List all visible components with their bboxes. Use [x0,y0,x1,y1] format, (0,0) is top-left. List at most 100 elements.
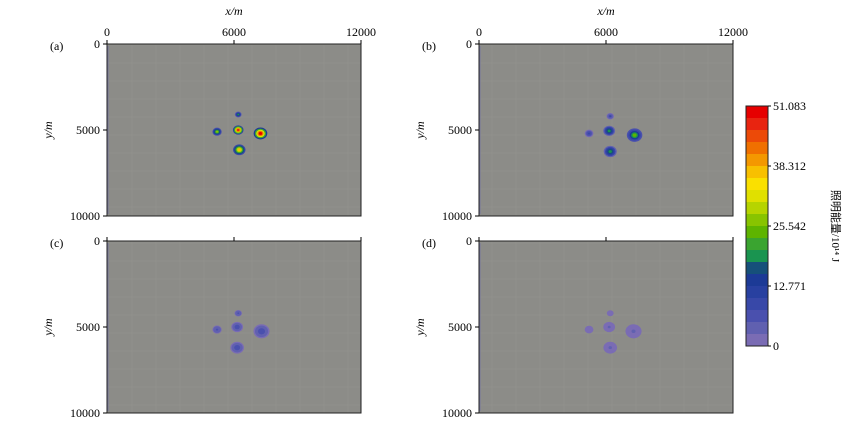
y-tick-label: 5000 [448,320,472,334]
energy-spot-ring [631,329,636,334]
panel-label: (a) [50,39,63,53]
panel-d: 0 5000 10000 (d) y/m [413,234,734,420]
x-tick-label: 12000 [346,25,376,39]
energy-spot-ring [609,312,612,314]
energy-spot-ring [235,346,239,350]
colorbar-tick-label: 25.542 [773,219,806,233]
panel-b: 0 6000 12000 0 5000 10000 (b) y/m x/m [413,4,748,223]
energy-spot-ring [587,328,591,331]
energy-spot-ring [259,329,264,334]
energy-spot-ring [237,312,240,315]
colorbar-segment [746,226,768,239]
colorbar-segment [746,154,768,167]
energy-spot [603,321,616,333]
x-tick-label: 12000 [718,25,748,39]
colorbar-segment [746,238,768,251]
panel-label: (c) [50,236,63,250]
y-tick-label: 0 [94,234,100,248]
colorbar-tick-label: 38.312 [773,159,806,173]
colorbar-segment [746,250,768,263]
energy-spot [234,111,242,118]
energy-spot-ring [632,133,637,137]
energy-spot [626,128,643,142]
y-tick-label: 5000 [76,320,100,334]
energy-spot [603,341,618,354]
colorbar-segment [746,310,768,323]
energy-spot-ring [236,128,240,132]
y-tick-label: 10000 [442,209,472,223]
x-tick-label: 6000 [222,25,246,39]
energy-spot [584,325,594,334]
colorbar-segment [746,274,768,287]
energy-spot-ring [587,132,591,135]
panel-label: (b) [422,39,436,53]
colorbar: 51.083 38.312 25.542 12.771 0 照明能量/10¹⁴ J [745,99,843,353]
y-axis-title: y/m [413,318,427,337]
colorbar-segment [746,262,768,275]
y-tick-label: 5000 [448,123,472,137]
energy-spot-ring [258,131,263,135]
y-axis-title: y/m [41,318,55,337]
y-tick-label: 0 [466,234,472,248]
energy-spot [212,127,222,136]
energy-spot [606,310,614,317]
energy-spot-ring [235,325,239,329]
colorbar-segment [746,286,768,299]
energy-spot-ring [215,328,219,331]
colorbar-segment [746,106,768,119]
y-tick-label: 5000 [76,123,100,137]
colorbar-segment [746,118,768,131]
panel-a: 0 6000 12000 0 5000 10000 (a) y/m x/m [41,4,376,223]
colorbar-segment [746,322,768,335]
y-tick-label: 10000 [442,406,472,420]
colorbar-title: 照明能量/10¹⁴ J [829,190,843,263]
colorbar-segment [746,142,768,155]
panel-label: (d) [422,236,436,250]
energy-spot-ring [607,325,611,329]
colorbar-segment [746,178,768,191]
x-tick-label: 0 [476,25,482,39]
y-tick-label: 0 [94,37,100,51]
energy-spot [253,127,268,140]
colorbar-segment [746,298,768,311]
panel-c: 0 5000 10000 (c) y/m [41,234,362,420]
x-tick-label: 0 [104,25,110,39]
energy-spot [234,310,242,317]
energy-spot [233,144,246,156]
energy-spot [230,341,244,354]
colorbar-tick-label: 51.083 [773,99,806,113]
x-tick-label: 6000 [594,25,618,39]
energy-spot-ring [237,113,240,116]
colorbar-segment [746,334,768,347]
colorbar-segment [746,190,768,203]
energy-spot-ring [608,346,612,350]
energy-spot-ring [237,148,241,152]
energy-spot [584,129,594,138]
energy-spot [606,113,614,120]
y-axis-title: y/m [41,121,55,140]
y-tick-label: 0 [466,37,472,51]
colorbar-segment [746,166,768,179]
energy-spot [212,325,222,334]
energy-spot [253,324,270,339]
energy-spot-ring [608,150,612,153]
energy-spot [231,321,244,333]
energy-spot-ring [215,130,219,133]
colorbar-segment [746,202,768,215]
energy-spot [625,324,642,339]
x-axis-title: x/m [596,4,615,18]
energy-spot [232,125,244,135]
x-axis-title: x/m [224,4,243,18]
y-axis-title: y/m [413,121,427,140]
energy-spot [603,145,617,158]
energy-spot [603,125,616,136]
colorbar-tick-label: 12.771 [773,279,806,293]
colorbar-segment [746,130,768,143]
colorbar-tick-label: 0 [773,339,779,353]
y-tick-label: 10000 [70,209,100,223]
energy-spot-ring [607,129,611,133]
colorbar-segment [746,214,768,227]
y-tick-label: 10000 [70,406,100,420]
